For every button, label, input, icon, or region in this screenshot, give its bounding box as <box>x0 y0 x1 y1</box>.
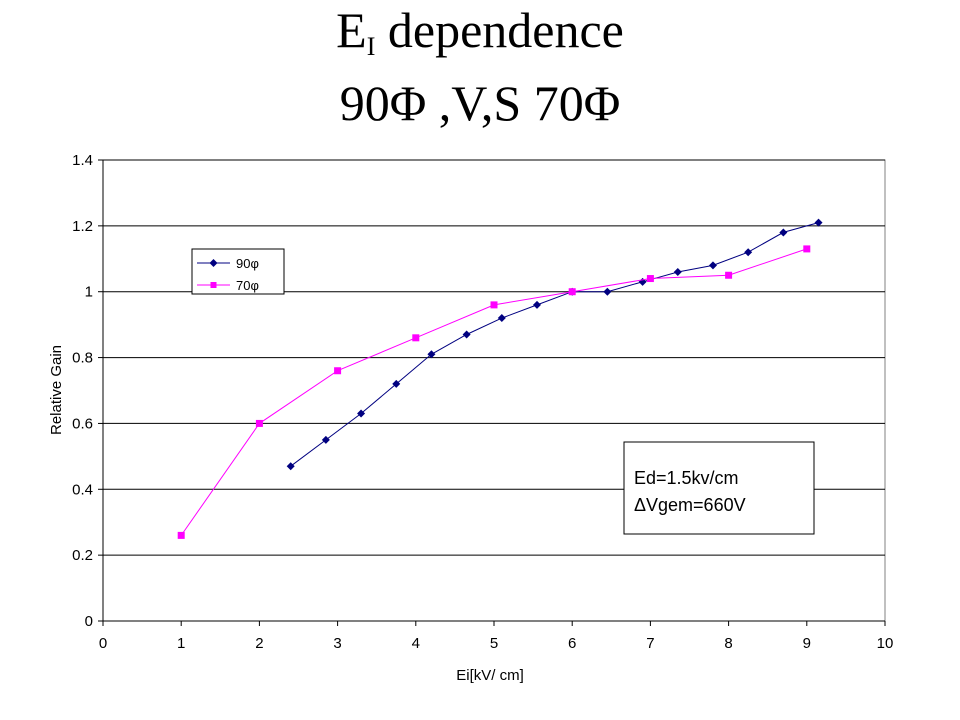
legend-box <box>191 248 285 295</box>
x-tick-label: 10 <box>877 635 894 652</box>
y-tick-labels: 0 0.2 0.4 0.6 0.8 1 1.2 1.4 <box>72 152 93 630</box>
x-tick-label: 2 <box>255 635 263 652</box>
x-tick-label: 3 <box>333 635 341 652</box>
title-rest-text: dependence <box>375 2 624 58</box>
y-tick-label: 1.4 <box>72 152 93 169</box>
series-70phi <box>177 245 811 539</box>
data-point <box>803 245 811 253</box>
data-point <box>357 409 366 418</box>
y-tick-label: 1 <box>85 284 93 301</box>
data-point <box>533 300 542 309</box>
legend: 90φ 70φ <box>191 248 285 295</box>
data-point <box>255 419 263 427</box>
axes <box>98 159 886 626</box>
data-point <box>286 462 295 471</box>
data-point <box>725 271 733 279</box>
series-90phi <box>286 218 823 471</box>
legend-marker-70 <box>210 282 217 288</box>
legend-marker-90 <box>209 259 218 267</box>
y-tick-label: 0.8 <box>72 350 93 367</box>
x-tick-label: 0 <box>99 635 107 652</box>
series-group <box>177 218 823 539</box>
legend-label-70: 70φ <box>236 278 259 293</box>
x-axis-label: Ei[kV/ cm] <box>456 667 524 684</box>
chart-title: EI dependence 90Φ ,V,S 70Φ <box>0 2 960 131</box>
y-axis-label: Relative Gain <box>48 345 65 435</box>
plot-area <box>102 159 886 622</box>
data-point <box>490 301 498 309</box>
data-point <box>334 367 342 375</box>
data-point <box>603 287 612 296</box>
data-point <box>497 314 506 323</box>
series-line <box>290 222 819 467</box>
x-tick-labels: 0 1 2 3 4 5 6 7 8 9 10 <box>99 635 894 652</box>
data-point <box>744 248 753 257</box>
data-point <box>708 261 717 270</box>
title-main-text: E <box>336 2 367 58</box>
data-point <box>646 275 654 283</box>
data-point <box>779 228 788 237</box>
title-line-2: 90Φ ,V,S 70Φ <box>339 75 621 131</box>
annotation-frame <box>623 441 815 535</box>
y-tick-label: 0.2 <box>72 547 93 564</box>
y-tick-label: 0.4 <box>72 481 93 498</box>
data-point <box>177 531 185 539</box>
data-point <box>462 330 471 339</box>
x-tick-label: 7 <box>646 635 654 652</box>
data-point <box>427 350 436 359</box>
x-tick-label: 5 <box>490 635 498 652</box>
annotation-line-2: ΔVgem=660V <box>634 495 746 515</box>
x-tick-label: 1 <box>177 635 185 652</box>
title-line-1: EI dependence <box>0 2 960 75</box>
data-point <box>673 267 682 276</box>
legend-label-90: 90φ <box>236 256 259 271</box>
y-tick-label: 0.6 <box>72 415 93 432</box>
title-subscript: I <box>366 32 376 61</box>
data-point <box>814 218 823 227</box>
y-tick-label: 0 <box>85 613 93 630</box>
annotation-box: Ed=1.5kv/cm ΔVgem=660V <box>623 441 815 535</box>
data-point <box>321 435 330 444</box>
data-point <box>412 334 420 342</box>
x-tick-label: 9 <box>803 635 811 652</box>
data-point <box>392 379 401 388</box>
x-tick-label: 8 <box>724 635 732 652</box>
annotation-line-1: Ed=1.5kv/cm <box>634 468 739 488</box>
x-tick-label: 4 <box>412 635 420 652</box>
data-point <box>568 288 576 296</box>
x-tick-label: 6 <box>568 635 576 652</box>
y-tick-label: 1.2 <box>72 218 93 235</box>
